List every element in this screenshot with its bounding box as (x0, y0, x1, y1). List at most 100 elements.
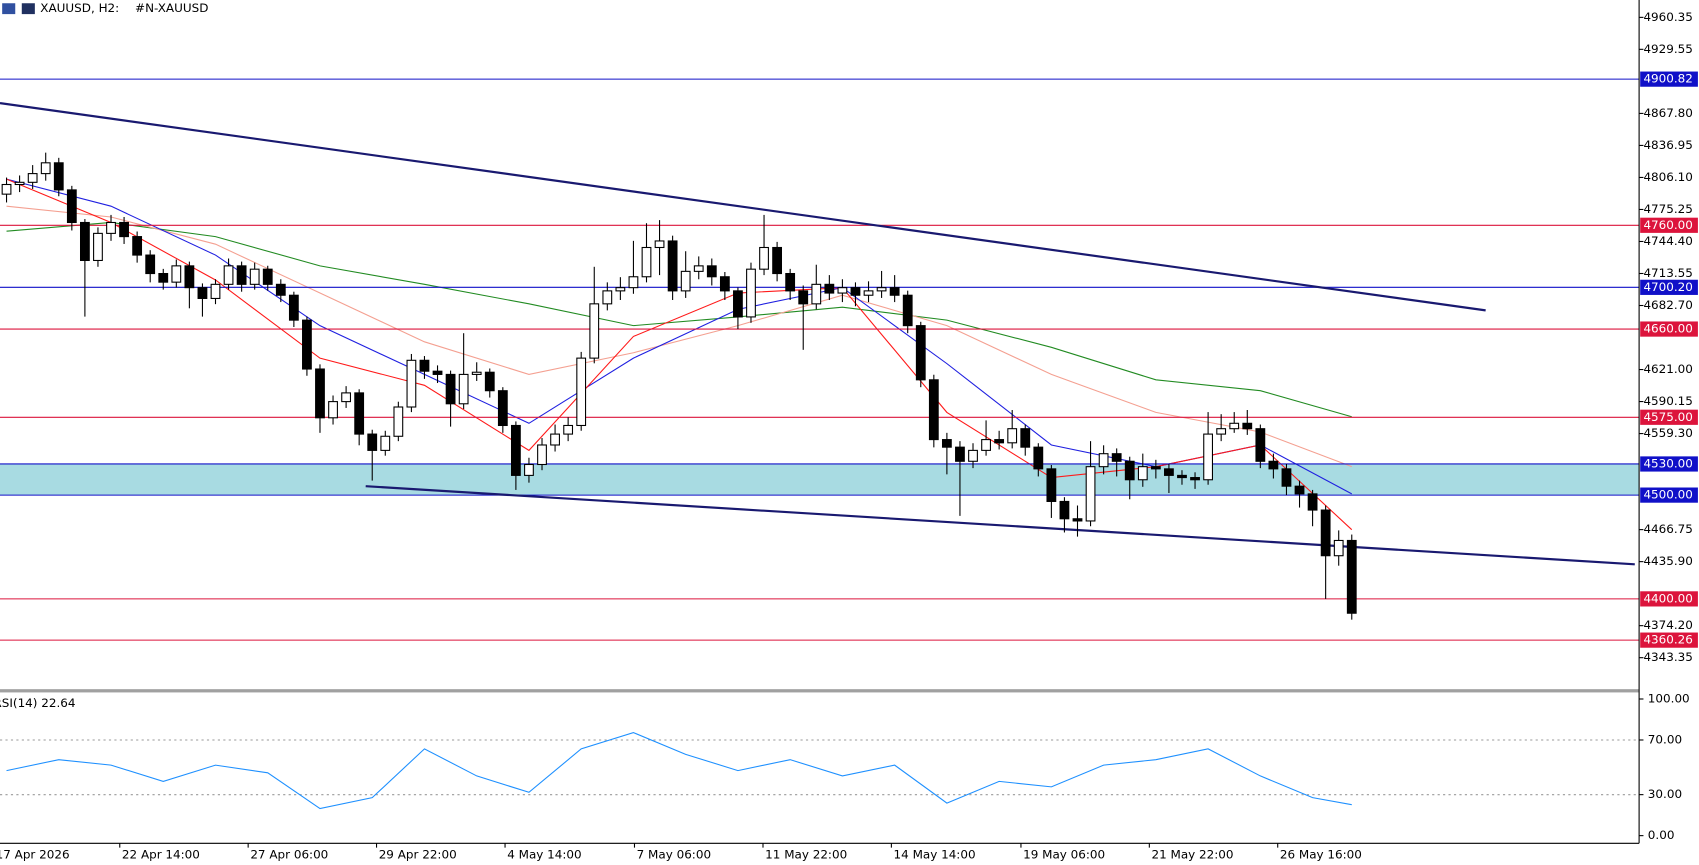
candle-body (445, 373, 456, 405)
candle-body (641, 246, 652, 278)
x-tick-label: 4 May 14:00 (507, 848, 581, 862)
level-label-box (1640, 279, 1698, 295)
icon (21, 3, 35, 15)
candle-body (223, 265, 234, 285)
x-tick-label: 26 May 16:00 (1280, 848, 1362, 862)
candle-body (955, 446, 965, 462)
candle-body (1085, 466, 1096, 522)
y-tick-label: 4806.10 (1643, 170, 1692, 184)
zone (0, 463, 1640, 496)
candle-body (119, 221, 129, 238)
candle-body (746, 268, 756, 318)
candle-body (889, 287, 900, 296)
header-icons (2, 3, 35, 15)
candle-body (406, 359, 417, 408)
candle-body (837, 287, 848, 294)
candle-body (785, 272, 796, 292)
candle-body (79, 221, 90, 262)
level-label-box (1640, 409, 1698, 425)
candle-body (1281, 468, 1292, 487)
candle-body (850, 287, 861, 296)
rsi-line (6, 732, 1352, 810)
level-label: 4360.26 (1643, 633, 1692, 647)
plot-layer (0, 78, 1640, 810)
level-label: 4900.82 (1643, 72, 1692, 86)
candle-body (1320, 509, 1331, 557)
candle-body (1111, 453, 1122, 462)
candle-body (367, 433, 378, 451)
candle-body (1307, 493, 1318, 511)
candle-body (981, 439, 991, 451)
level-label: 4660.00 (1643, 322, 1692, 336)
candle-body (863, 290, 874, 296)
candle-body (733, 290, 743, 318)
candle-body (354, 392, 365, 435)
candle-body (915, 325, 926, 381)
symbol: XAUUSD, H2: (40, 1, 119, 15)
y-tick-label: 4590.15 (1643, 394, 1692, 408)
y-tick-label: 100.00 (1648, 692, 1690, 706)
level-label: 4575.00 (1643, 410, 1692, 424)
icon (2, 3, 16, 15)
candle-body (1033, 446, 1044, 470)
x-tick-label: 21 May 22:00 (1152, 848, 1234, 862)
candle-body (1333, 539, 1344, 557)
candle-body (876, 287, 887, 292)
candle-body (1346, 539, 1357, 614)
candle-body (563, 424, 574, 435)
candle-body (902, 294, 913, 327)
indicator-label: RSI(14) 22.64 (0, 696, 75, 710)
candle-body (40, 162, 51, 175)
x-tick-label: 17 Apr 2026 (0, 848, 70, 862)
candle-body (615, 287, 626, 292)
candle-body (1072, 518, 1083, 522)
candle-body (302, 319, 312, 370)
candle-body (132, 236, 143, 256)
candle-body (93, 232, 103, 262)
candle-body (419, 359, 430, 372)
candle-body (328, 401, 338, 419)
level-label-box (1640, 456, 1698, 472)
y-tick-label: 4374.20 (1643, 618, 1692, 632)
candle-body (1242, 422, 1253, 430)
candle-body (1229, 422, 1240, 430)
candle-body (968, 449, 978, 462)
candle-body (589, 303, 600, 359)
candle-body (550, 433, 560, 446)
candle-body (497, 390, 508, 427)
candle-body (171, 265, 182, 283)
candle-body (1137, 466, 1148, 481)
y-tick-label: 4775.25 (1643, 202, 1692, 216)
y-tick-label: 4466.75 (1643, 522, 1692, 536)
candle-body (693, 265, 704, 272)
candle-body (471, 371, 482, 375)
candle-body (210, 283, 221, 299)
candle-body (484, 371, 495, 392)
candle-body (719, 276, 730, 292)
candle-body (53, 162, 64, 191)
candle-body (772, 246, 783, 275)
candle-body (14, 181, 25, 186)
level-label-box (1640, 487, 1698, 503)
candle-body (928, 379, 939, 441)
trendline (365, 485, 1635, 566)
candle-body (432, 370, 443, 375)
candle-body (1294, 485, 1305, 495)
candle-body (341, 392, 352, 403)
y-tick-label: 4867.80 (1643, 106, 1692, 120)
candle-body (824, 283, 835, 294)
x-tick-label: 11 May 22:00 (765, 848, 847, 862)
y-tick-label: 4435.90 (1643, 554, 1692, 568)
candle-body (576, 357, 587, 427)
level-label: 4760.00 (1643, 218, 1692, 232)
candle-body (1164, 468, 1174, 476)
candle-body (1203, 433, 1214, 481)
moving-average (6, 221, 1352, 418)
candle-body (1098, 453, 1109, 468)
pane-separator (0, 689, 1640, 693)
level-label: 4500.00 (1643, 488, 1692, 502)
candle-body (1124, 460, 1135, 481)
